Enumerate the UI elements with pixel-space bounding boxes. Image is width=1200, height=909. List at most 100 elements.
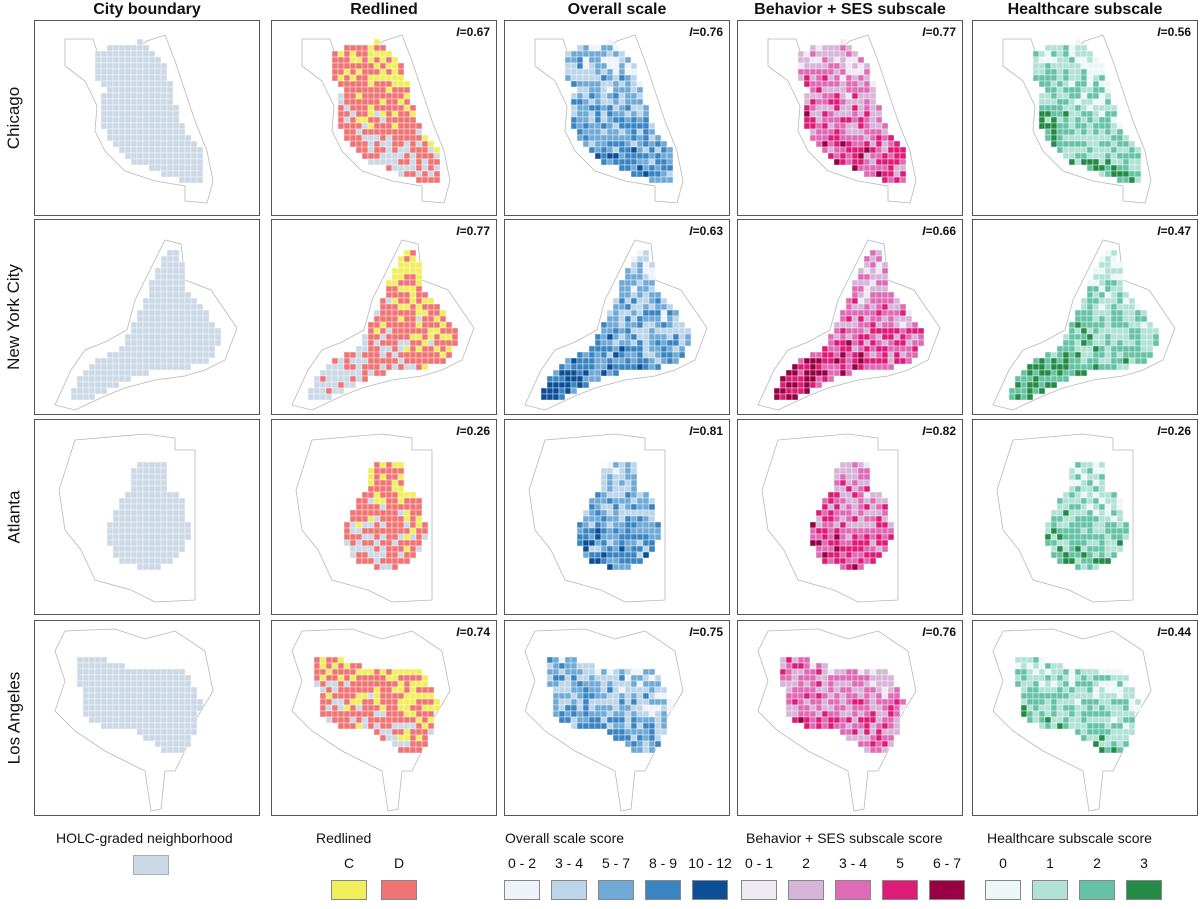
tract — [1032, 50, 1040, 58]
tract — [618, 92, 626, 100]
tract — [1116, 345, 1124, 353]
tract — [130, 491, 138, 499]
tract — [1104, 692, 1112, 700]
tract — [178, 273, 186, 281]
tract — [612, 104, 620, 112]
tract — [905, 351, 913, 359]
tract — [612, 728, 620, 736]
map-panel-chicago-boundary — [34, 20, 260, 216]
tract — [1080, 351, 1088, 359]
tract — [427, 309, 435, 317]
tract — [379, 128, 387, 136]
tract — [851, 551, 859, 559]
tract — [1122, 698, 1130, 706]
tract — [618, 668, 626, 676]
tract — [1110, 728, 1118, 736]
tract — [154, 722, 162, 730]
tract — [540, 387, 548, 395]
tract — [833, 533, 841, 541]
tract — [361, 152, 369, 160]
tract — [851, 734, 859, 742]
tract — [1092, 315, 1100, 323]
tract — [1086, 279, 1094, 287]
tract — [337, 68, 345, 76]
tract — [1044, 533, 1052, 541]
tract — [1110, 104, 1118, 112]
tract — [172, 152, 180, 160]
tract — [612, 539, 620, 547]
tract — [136, 704, 144, 712]
tract — [142, 122, 150, 130]
tract — [618, 291, 626, 299]
tract — [349, 539, 357, 547]
tract — [893, 309, 901, 317]
tract — [881, 668, 889, 676]
tract — [1026, 387, 1034, 395]
tract — [552, 686, 560, 694]
tract — [845, 98, 853, 106]
tract — [415, 333, 423, 341]
tract — [160, 515, 168, 523]
tract — [1014, 662, 1022, 670]
tract — [1068, 146, 1076, 154]
tract — [367, 128, 375, 136]
tract — [576, 56, 584, 64]
tract — [779, 381, 787, 389]
tract — [875, 698, 883, 706]
tract — [403, 740, 411, 748]
tract — [397, 315, 405, 323]
tract — [142, 44, 150, 52]
tract — [397, 515, 405, 523]
tract — [630, 285, 638, 293]
tract — [869, 692, 877, 700]
tract — [821, 704, 829, 712]
tract — [546, 393, 554, 401]
tract — [624, 710, 632, 718]
tract — [552, 680, 560, 688]
tract — [815, 134, 823, 142]
tract — [1092, 734, 1100, 742]
tract — [1086, 315, 1094, 323]
tract — [570, 363, 578, 371]
tract — [385, 333, 393, 341]
tract — [851, 698, 859, 706]
tract — [1050, 521, 1058, 529]
tract — [148, 461, 156, 469]
tract — [136, 473, 144, 481]
tract — [1104, 704, 1112, 712]
tract — [136, 315, 144, 323]
tract — [415, 710, 423, 718]
tract — [1092, 485, 1100, 493]
tract — [618, 674, 626, 682]
tract — [397, 74, 405, 82]
tract — [385, 692, 393, 700]
tract — [636, 698, 644, 706]
tract — [379, 134, 387, 142]
tract — [636, 357, 644, 365]
tract — [1062, 86, 1070, 94]
tract — [863, 527, 871, 535]
tract — [612, 716, 620, 724]
tract — [331, 74, 339, 82]
tract — [588, 698, 596, 706]
tract — [654, 716, 662, 724]
tract — [803, 387, 811, 395]
tract — [612, 698, 620, 706]
tract — [1062, 491, 1070, 499]
tract — [648, 279, 656, 287]
tract — [600, 674, 608, 682]
tract — [208, 339, 216, 347]
tract — [1104, 527, 1112, 535]
tract — [636, 692, 644, 700]
tract — [1086, 563, 1094, 571]
tract — [1044, 351, 1052, 359]
tract — [1062, 152, 1070, 160]
tract — [331, 668, 339, 676]
tract — [845, 110, 853, 118]
tract — [142, 704, 150, 712]
tract — [624, 339, 632, 347]
tract — [385, 279, 393, 287]
tract — [415, 351, 423, 359]
tract — [319, 381, 327, 389]
tract — [124, 491, 132, 499]
